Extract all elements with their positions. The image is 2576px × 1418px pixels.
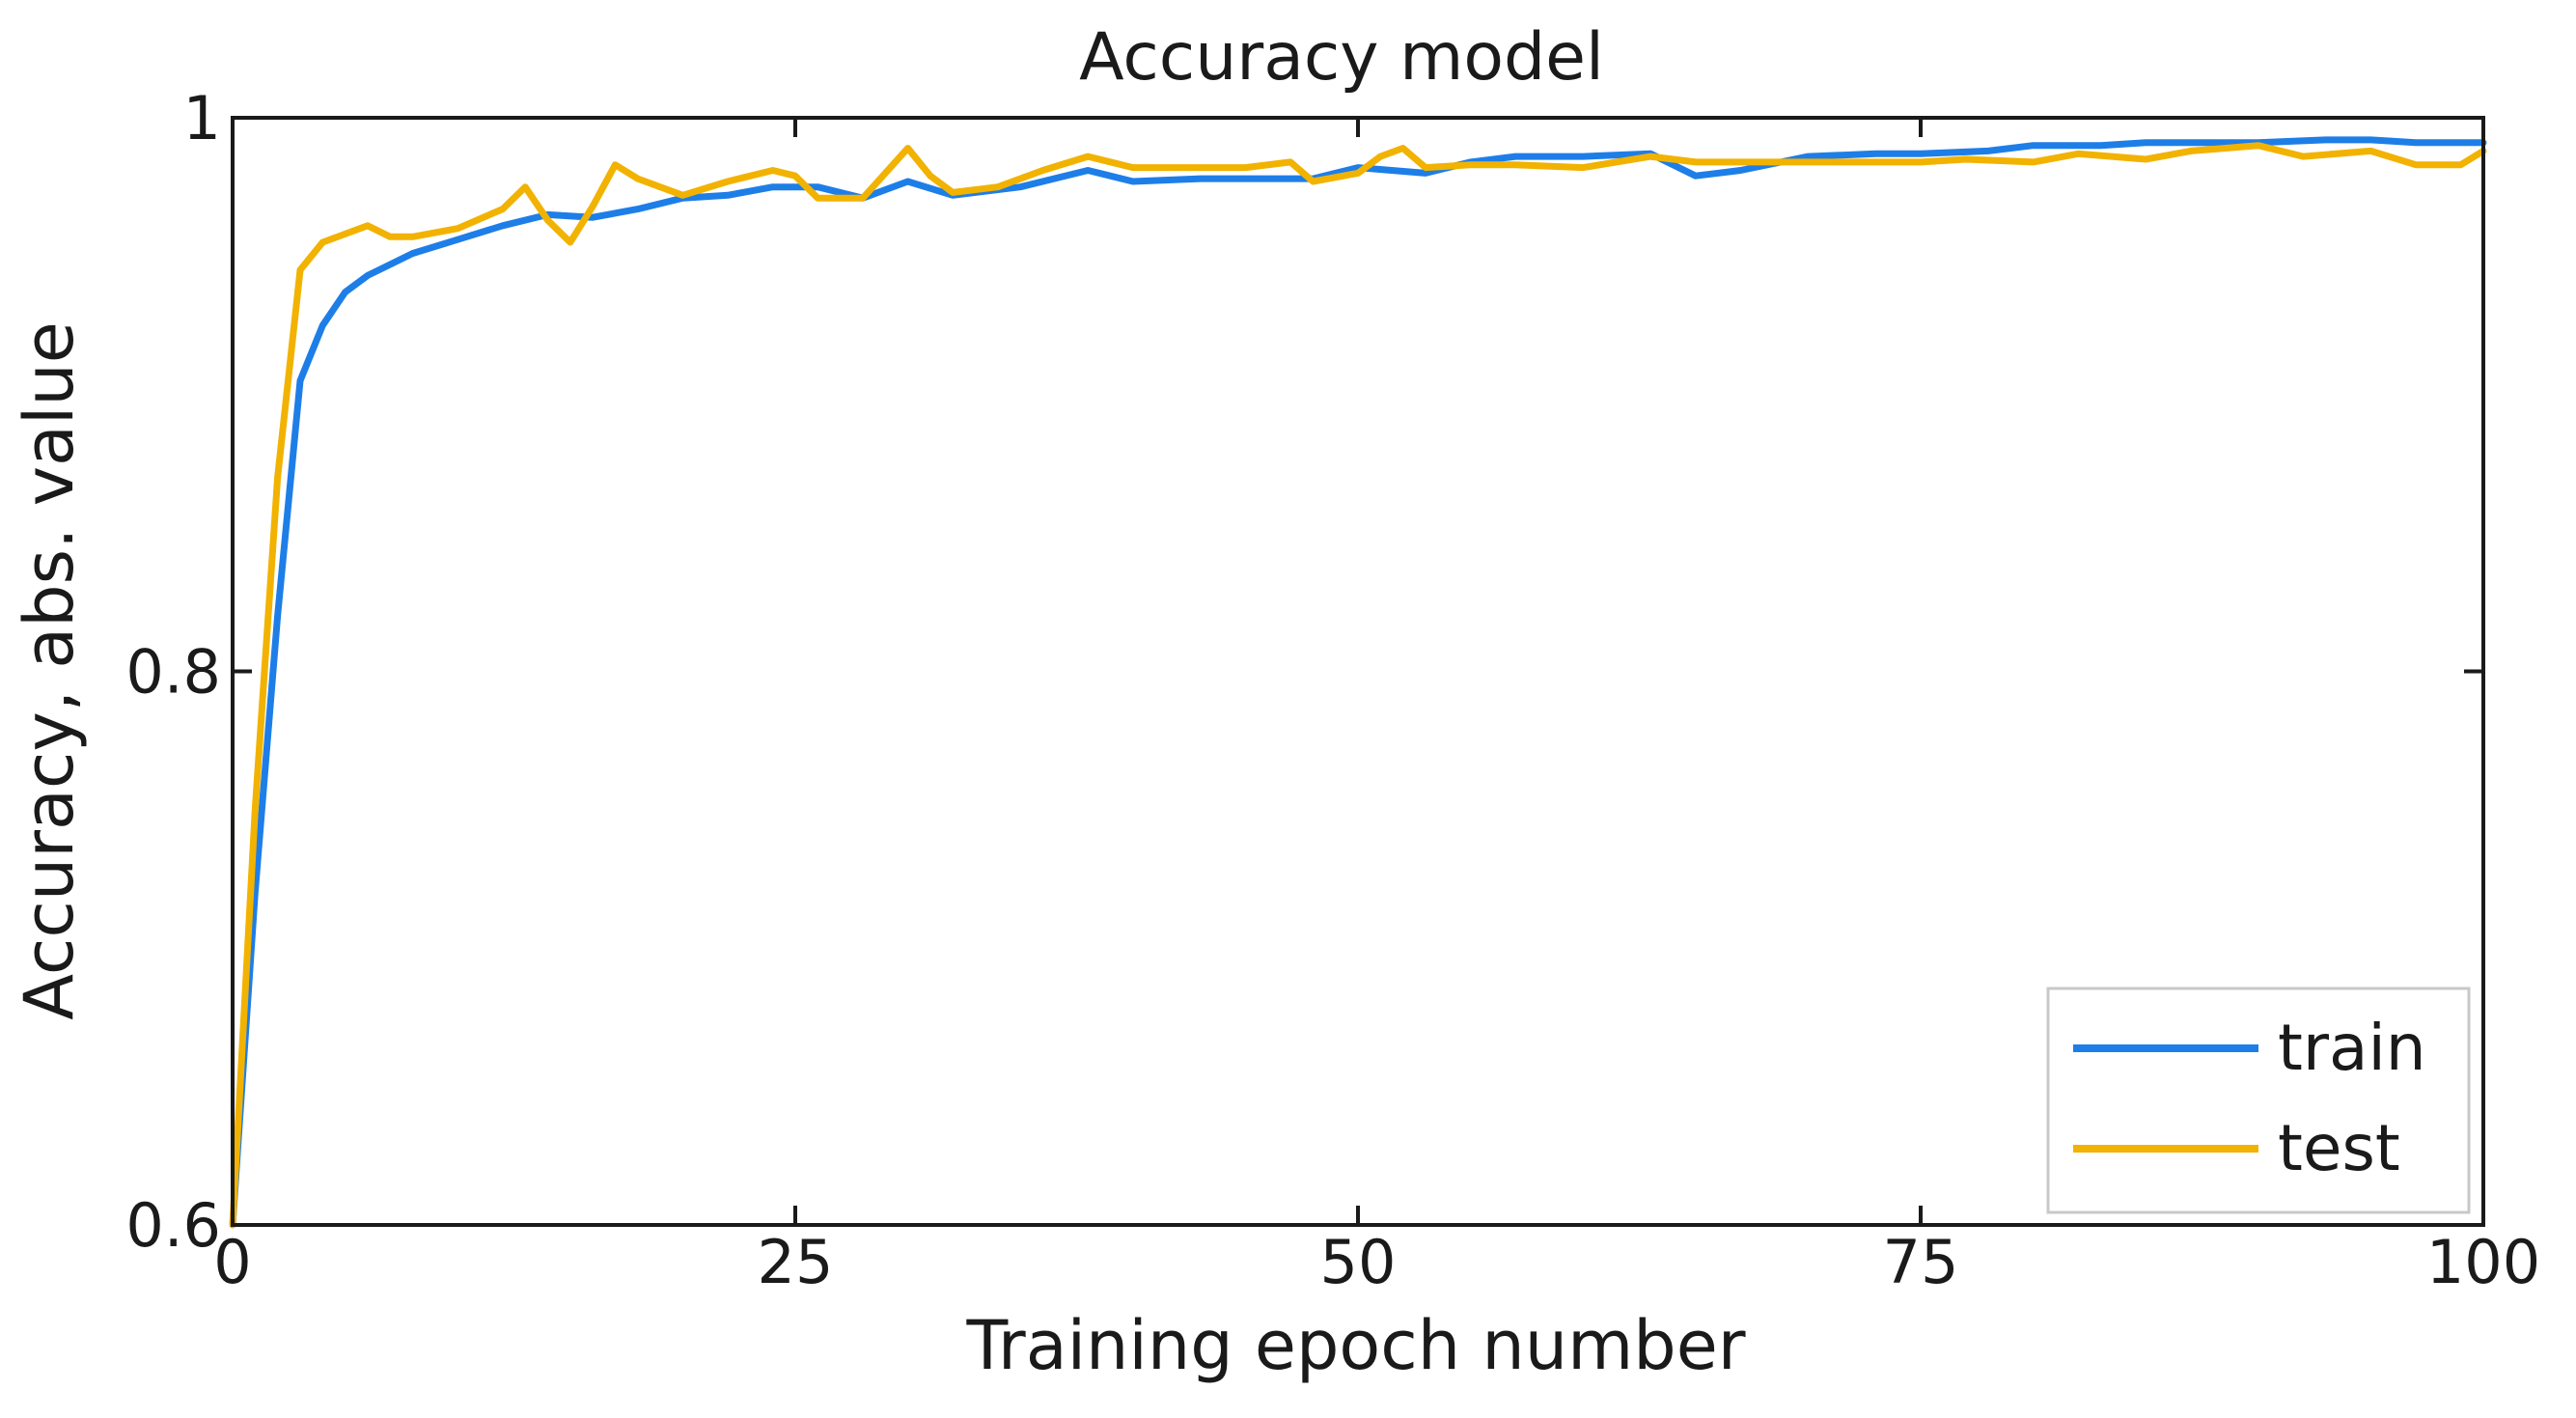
axis-ticks: 0 25 50 75 100 0.6 0.8 1	[125, 83, 2540, 1297]
y-tick-label: 0.6	[125, 1190, 221, 1261]
chart-title: Accuracy model	[1079, 19, 1604, 96]
x-tick-label: 0	[213, 1227, 251, 1297]
plot-area	[229, 136, 2487, 1229]
y-tick-label: 1	[183, 83, 221, 153]
legend-test-label: test	[2278, 1111, 2400, 1185]
legend-box	[2046, 987, 2471, 1214]
x-tick-label: 50	[1320, 1227, 1397, 1297]
y-axis-label: Accuracy, abs. value	[10, 321, 89, 1020]
legend-train-label: train	[2278, 1011, 2426, 1085]
x-axis-label: Training epoch number	[965, 1306, 1745, 1385]
series-line-train	[229, 136, 2487, 1229]
legend: train test	[2046, 987, 2471, 1214]
x-tick-label: 25	[758, 1227, 834, 1297]
x-tick-label: 100	[2426, 1227, 2540, 1297]
x-tick-label: 75	[1883, 1227, 1959, 1297]
y-tick-label: 0.8	[125, 637, 221, 708]
series-line-test	[229, 142, 2487, 1229]
